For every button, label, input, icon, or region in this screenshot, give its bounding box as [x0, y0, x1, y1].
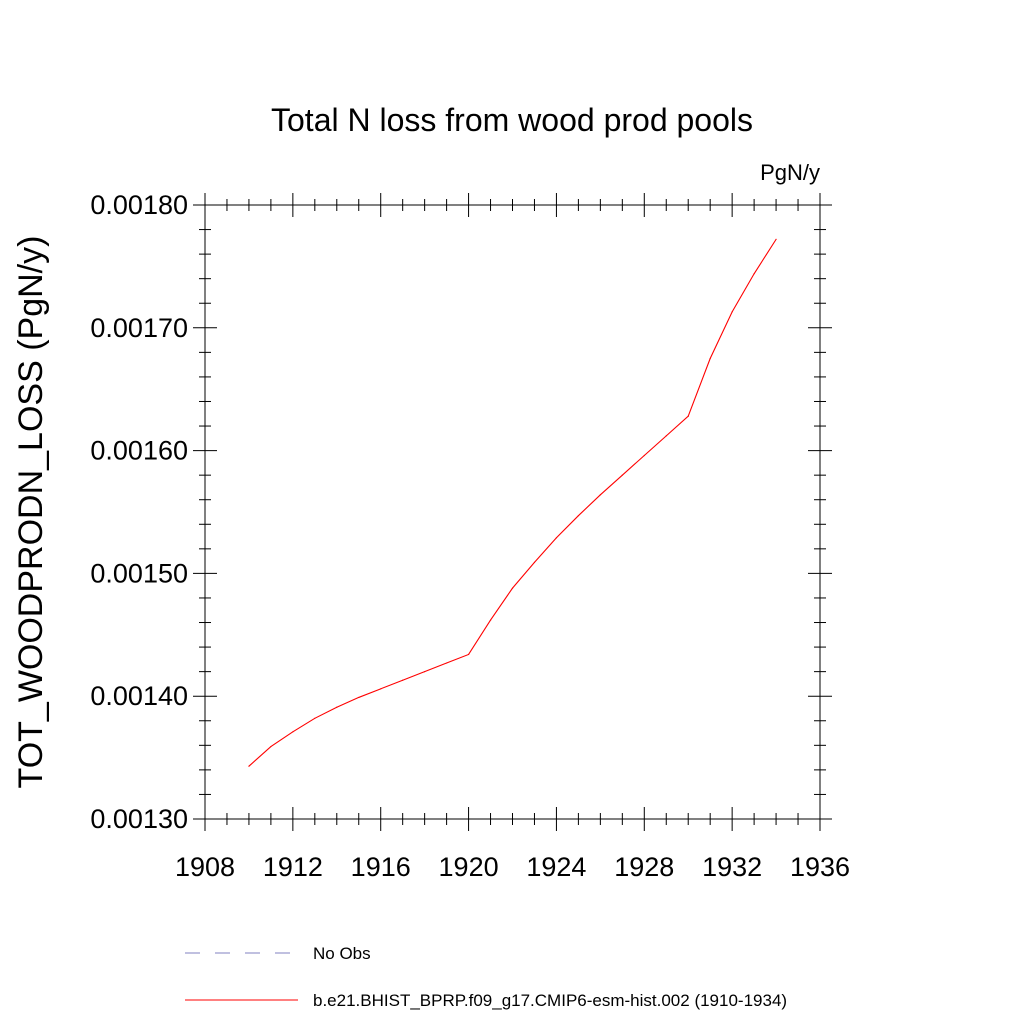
data-point [731, 311, 733, 313]
x-tick-label: 1932 [702, 852, 762, 882]
legend: No Obs b.e21.BHIST_BPRP.f09_g17.CMIP6-esm… [185, 944, 787, 1010]
data-point [380, 688, 382, 690]
y-tick-label: 0.00160 [90, 436, 188, 466]
data-point [665, 435, 667, 437]
x-tick-label: 1912 [263, 852, 323, 882]
data-point [336, 706, 338, 708]
x-tick-label: 1936 [790, 852, 850, 882]
axis-ticks [193, 193, 832, 831]
y-axis-label: TOT_WOODPRODN_LOSS (PgN/y) [12, 236, 50, 789]
chart-title: Total N loss from wood prod pools [271, 102, 753, 138]
data-point [753, 273, 755, 275]
x-tick-label: 1928 [614, 852, 674, 882]
data-point [577, 515, 579, 517]
series-line [248, 239, 777, 767]
data-point [709, 357, 711, 360]
data-point [555, 537, 558, 539]
data-point [467, 653, 470, 656]
y-tick-label: 0.00140 [90, 681, 188, 711]
data-point [621, 474, 623, 476]
tick-labels: 1908 1912 1916 1920 1924 1928 1932 1936 0.00130 0… [90, 190, 850, 882]
data-point [687, 415, 689, 417]
y-tick-label: 0.00170 [90, 313, 188, 343]
data-point [643, 454, 645, 457]
x-tick-label: 1908 [175, 852, 235, 882]
data-point [424, 671, 426, 673]
units-label: PgN/y [760, 160, 820, 185]
data-point [775, 238, 777, 240]
y-tick-label: 0.00150 [90, 558, 188, 588]
data-point [533, 561, 536, 563]
data-point [511, 587, 514, 589]
data-point [402, 679, 404, 681]
y-tick-label: 0.00130 [90, 804, 188, 834]
legend-label: b.e21.BHIST_BPRP.f09_g17.CMIP6-esm-hist.… [313, 991, 787, 1010]
legend-label: No Obs [313, 944, 371, 963]
data-point [446, 662, 448, 664]
data-point [314, 717, 316, 719]
x-tick-label: 1916 [351, 852, 411, 882]
data-point [358, 696, 360, 699]
plot-frame [204, 204, 821, 820]
data-point [292, 731, 294, 733]
data-point [489, 619, 492, 621]
series-layer [248, 238, 777, 767]
x-tick-label: 1920 [439, 852, 499, 882]
x-tick-label: 1924 [526, 852, 586, 882]
data-point [270, 745, 272, 748]
data-point [248, 765, 250, 767]
data-point [599, 494, 601, 496]
y-tick-label: 0.00180 [90, 190, 188, 220]
